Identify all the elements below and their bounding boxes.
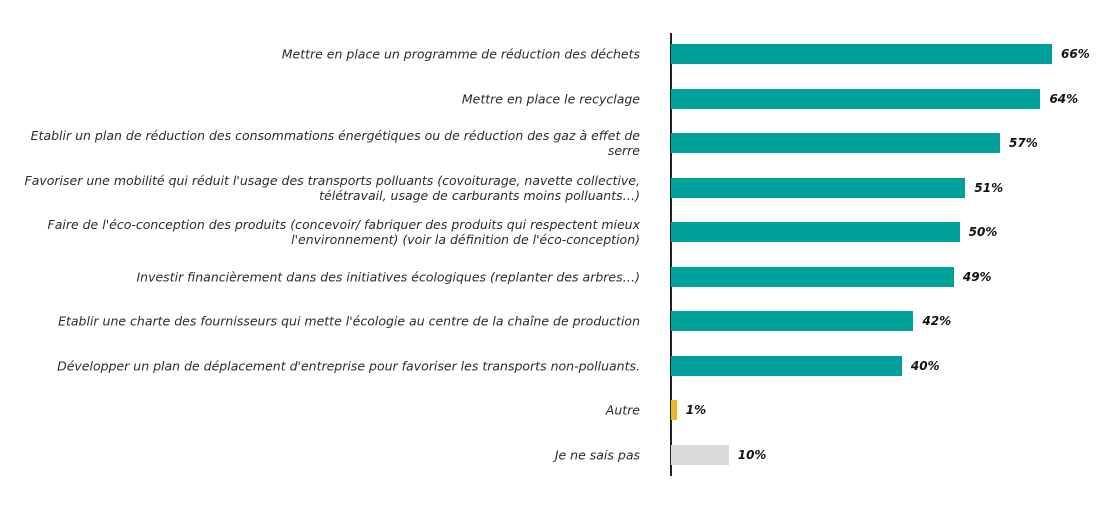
bar <box>671 266 954 287</box>
value-label: 1% <box>685 403 707 417</box>
value-label: 50% <box>968 225 998 239</box>
bar <box>671 400 677 420</box>
category-label: Mettre en place un programme de réductio… <box>281 46 640 62</box>
bar <box>671 177 966 198</box>
bar <box>671 222 960 242</box>
value-label: 42% <box>922 314 952 328</box>
value-label: 57% <box>1009 136 1038 150</box>
value-label: 40% <box>910 358 940 373</box>
category-label: Etablir un plan de réduction des consomm… <box>30 128 640 158</box>
bar <box>671 44 1052 64</box>
bar <box>671 133 1001 153</box>
category-label: Autre <box>605 402 640 418</box>
category-label: Etablir une charte des fournisseurs qui … <box>58 313 640 329</box>
value-label: 51% <box>974 180 1004 195</box>
bar <box>671 88 1041 109</box>
value-label: 64% <box>1049 91 1079 106</box>
bar <box>671 311 914 331</box>
value-label: 10% <box>737 447 767 462</box>
category-label: Faire de l'éco-conception des produits (… <box>47 217 641 247</box>
value-label: 49% <box>962 269 992 284</box>
category-label: Favoriser une mobilité qui réduit l'usag… <box>24 172 641 203</box>
value-label: 66% <box>1061 47 1090 61</box>
category-label: Développer un plan de déplacement d'entr… <box>57 358 640 373</box>
category-label: Je ne sais pas <box>554 447 640 462</box>
bar <box>671 355 902 376</box>
category-label: Investir financièrement dans des initiat… <box>136 269 640 284</box>
bar <box>671 444 729 465</box>
category-axis-line <box>670 33 672 476</box>
category-label: Mettre en place le recyclage <box>461 91 640 106</box>
